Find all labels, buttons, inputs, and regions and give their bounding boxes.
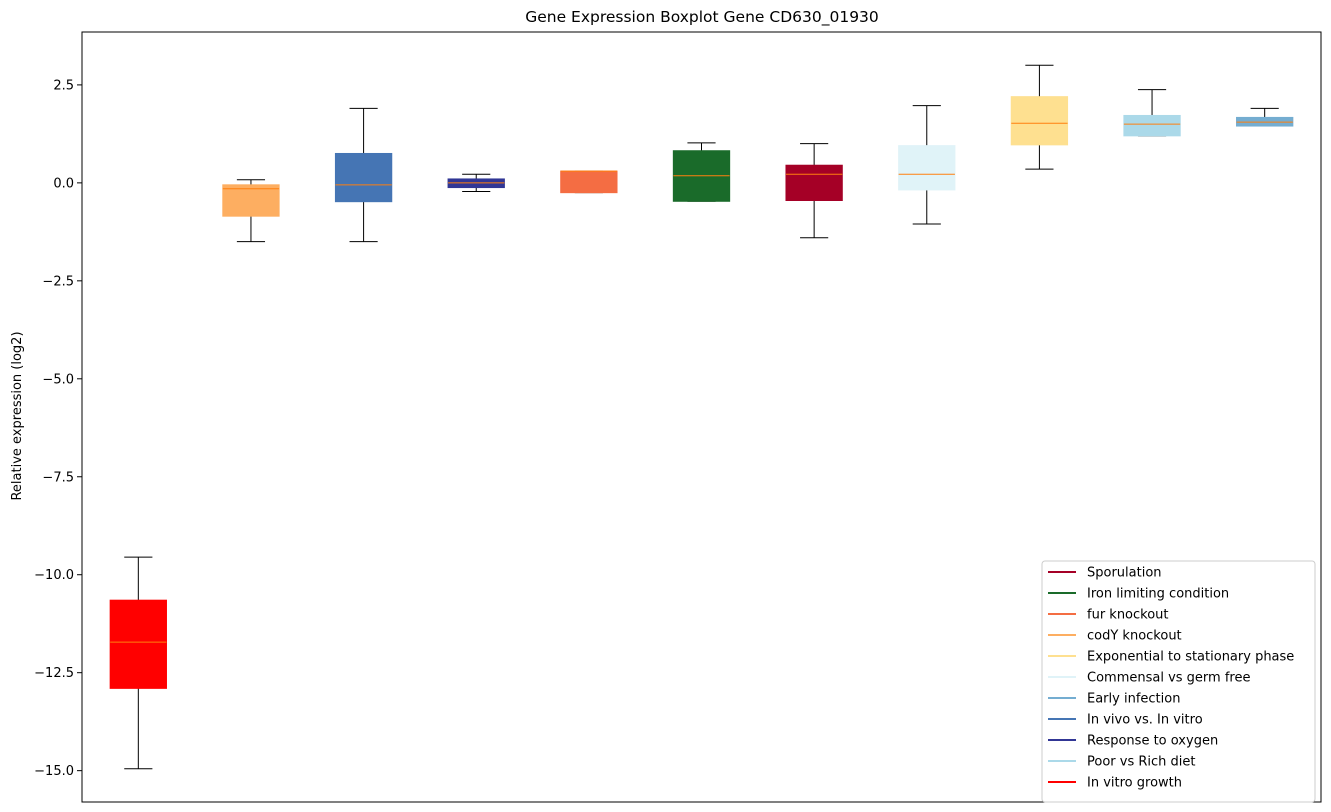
box-in-vivo-vs-in-vitro <box>334 107 393 243</box>
legend-label: Response to oxygen <box>1087 734 1218 749</box>
box-exponential-to-stationary-phase <box>1010 64 1069 170</box>
y-tick-label: 0.0 <box>53 176 74 191</box>
y-tick-label: −7.5 <box>42 470 74 485</box>
box-cody-knockout <box>222 179 280 243</box>
legend-label: Sporulation <box>1087 566 1162 581</box>
legend-label: Exponential to stationary phase <box>1087 650 1294 665</box>
legend-label: Poor vs Rich diet <box>1087 755 1195 770</box>
y-tick-label: −5.0 <box>42 372 74 387</box>
boxes-group <box>109 64 1294 770</box>
box-early-infection <box>1236 107 1294 127</box>
legend-label: fur knockout <box>1087 608 1169 623</box>
legend-label: codY knockout <box>1087 629 1182 644</box>
legend: Sporulation Iron limiting condition fur kn… <box>1041 560 1316 803</box>
box-in-vitro-growth <box>109 556 167 770</box>
y-tick-label: −10.0 <box>34 568 74 583</box>
box-response-to-oxygen <box>447 173 505 192</box>
box-body <box>898 145 956 191</box>
box-body <box>1123 114 1181 137</box>
y-tick-label: −15.0 <box>34 764 74 779</box>
legend-label: Iron limiting condition <box>1087 587 1229 602</box>
box-sporulation <box>785 143 843 239</box>
legend-label: Early infection <box>1087 692 1180 707</box>
box-body <box>1010 96 1069 146</box>
box-body <box>560 170 618 194</box>
legend-label: In vivo vs. In vitro <box>1087 713 1203 728</box>
chart-title: Gene Expression Boxplot Gene CD630_01930 <box>525 8 879 27</box>
box-body <box>222 184 280 217</box>
box-fur-knockout <box>560 170 618 194</box>
y-axis: 2.5 0.0 −2.5 −5.0 −7.5 −10.0 −12.5 −15.0 <box>34 78 82 779</box>
box-poor-vs-rich-diet <box>1123 89 1181 137</box>
legend-frame <box>1041 560 1316 803</box>
box-body <box>785 164 843 201</box>
y-tick-label: 2.5 <box>53 78 74 93</box>
plot-frame <box>81 31 1322 803</box>
box-iron-limiting-condition <box>672 142 731 202</box>
box-commensal-vs-germ-free <box>898 105 956 225</box>
y-axis-label: Relative expression (log2) <box>10 331 25 500</box>
box-body <box>334 152 393 203</box>
y-tick-label: −2.5 <box>42 274 74 289</box>
legend-label: In vitro growth <box>1087 776 1182 791</box>
box-body <box>109 599 167 689</box>
y-tick-label: −12.5 <box>34 666 74 681</box>
legend-label: Commensal vs germ free <box>1087 671 1250 686</box>
